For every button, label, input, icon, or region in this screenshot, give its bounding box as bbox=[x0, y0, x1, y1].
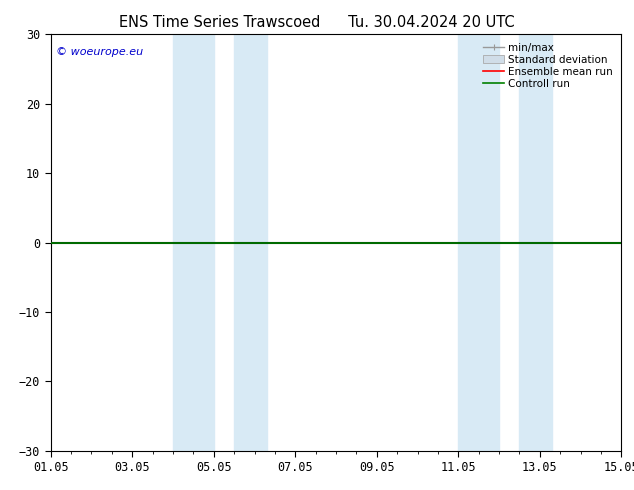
Text: © woeurope.eu: © woeurope.eu bbox=[56, 47, 143, 57]
Legend: min/max, Standard deviation, Ensemble mean run, Controll run: min/max, Standard deviation, Ensemble me… bbox=[480, 40, 616, 92]
Text: ENS Time Series Trawscoed      Tu. 30.04.2024 20 UTC: ENS Time Series Trawscoed Tu. 30.04.2024… bbox=[119, 15, 515, 30]
Bar bbox=[234, 34, 267, 451]
Bar bbox=[458, 34, 499, 451]
Bar bbox=[173, 34, 214, 451]
Bar bbox=[519, 34, 552, 451]
